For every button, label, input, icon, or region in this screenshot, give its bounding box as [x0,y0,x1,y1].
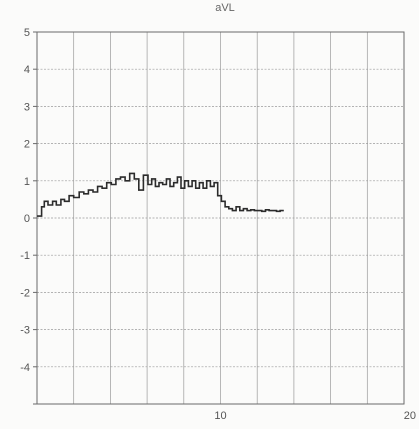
y-tick-label: -4 [20,362,30,374]
y-tick-labels: 5 4 3 2 1 0 -1 -2 -3 -4 [20,27,30,374]
y-tick-label: 1 [24,176,30,188]
y-tick-label: 4 [24,64,30,76]
y-tick-label: -1 [20,250,30,262]
y-tick-label: 0 [24,213,30,225]
y-tick-label: -2 [20,287,30,299]
y-tick-label: 3 [24,101,30,113]
x-tick-label: 20 [404,410,416,422]
y-tick-label: -3 [20,325,30,337]
x-tick-label: 10 [214,410,226,422]
y-tick-label: 2 [24,139,30,151]
ecg-trace-line [37,172,284,217]
plot-frame [33,31,405,405]
y-tick-label: 5 [24,27,30,39]
series-layer [37,172,284,217]
chart-title: aVL [215,2,235,14]
x-tick-labels: 10 20 [214,410,416,422]
